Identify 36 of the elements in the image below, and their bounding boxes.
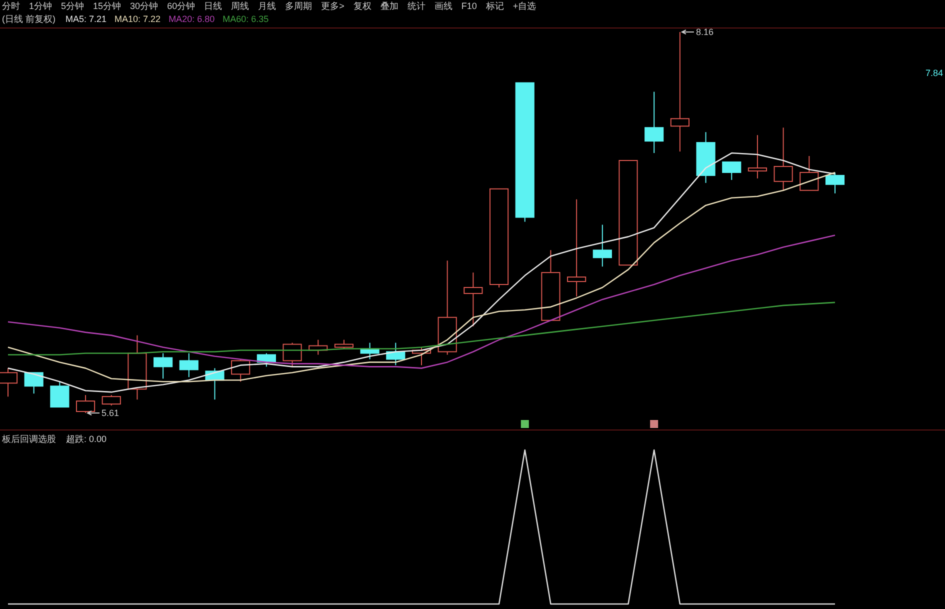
text: 60分钟 — [167, 1, 196, 11]
text: 1分钟 — [29, 1, 52, 11]
candlestick — [567, 198, 586, 297]
text: 画线 — [434, 1, 452, 11]
candlestick — [748, 134, 768, 179]
text: 多周期 — [285, 1, 312, 11]
candlestick — [179, 352, 198, 378]
text: MA10: 7.22 — [114, 14, 161, 24]
text: 统计 — [407, 1, 426, 11]
text: MA60: 6.35 — [222, 14, 269, 24]
candlestick — [464, 272, 483, 327]
candlestick — [644, 91, 664, 154]
text: 标记 — [484, 1, 504, 11]
text: +自选 — [512, 1, 536, 11]
text: 叠加 — [380, 1, 398, 11]
text: 复权 — [353, 1, 372, 11]
text: 7.84 — [925, 68, 943, 78]
candlestick — [696, 132, 716, 184]
text: 30分钟 — [130, 1, 158, 11]
text: 更多> — [321, 1, 344, 11]
chart-title: (日线 前复权) — [2, 14, 56, 24]
annotation: 8.16 — [696, 27, 714, 37]
candlestick — [592, 224, 612, 268]
text: 15分钟 — [93, 1, 122, 11]
text: 日线 — [204, 1, 222, 11]
text: MA20: 6.80 — [168, 14, 215, 24]
chart-title: 板后回调选股 — [1, 434, 56, 444]
candlestick — [128, 334, 147, 400]
text: F10 — [461, 1, 477, 11]
text: 超跌: 0.00 — [66, 434, 107, 444]
text: MA5: 7.21 — [66, 14, 107, 24]
text: 月线 — [258, 1, 276, 11]
annotation: 5.61 — [102, 408, 120, 418]
text: 5分钟 — [61, 1, 84, 11]
text: 周线 — [231, 1, 250, 11]
text: 分时 — [2, 1, 20, 11]
